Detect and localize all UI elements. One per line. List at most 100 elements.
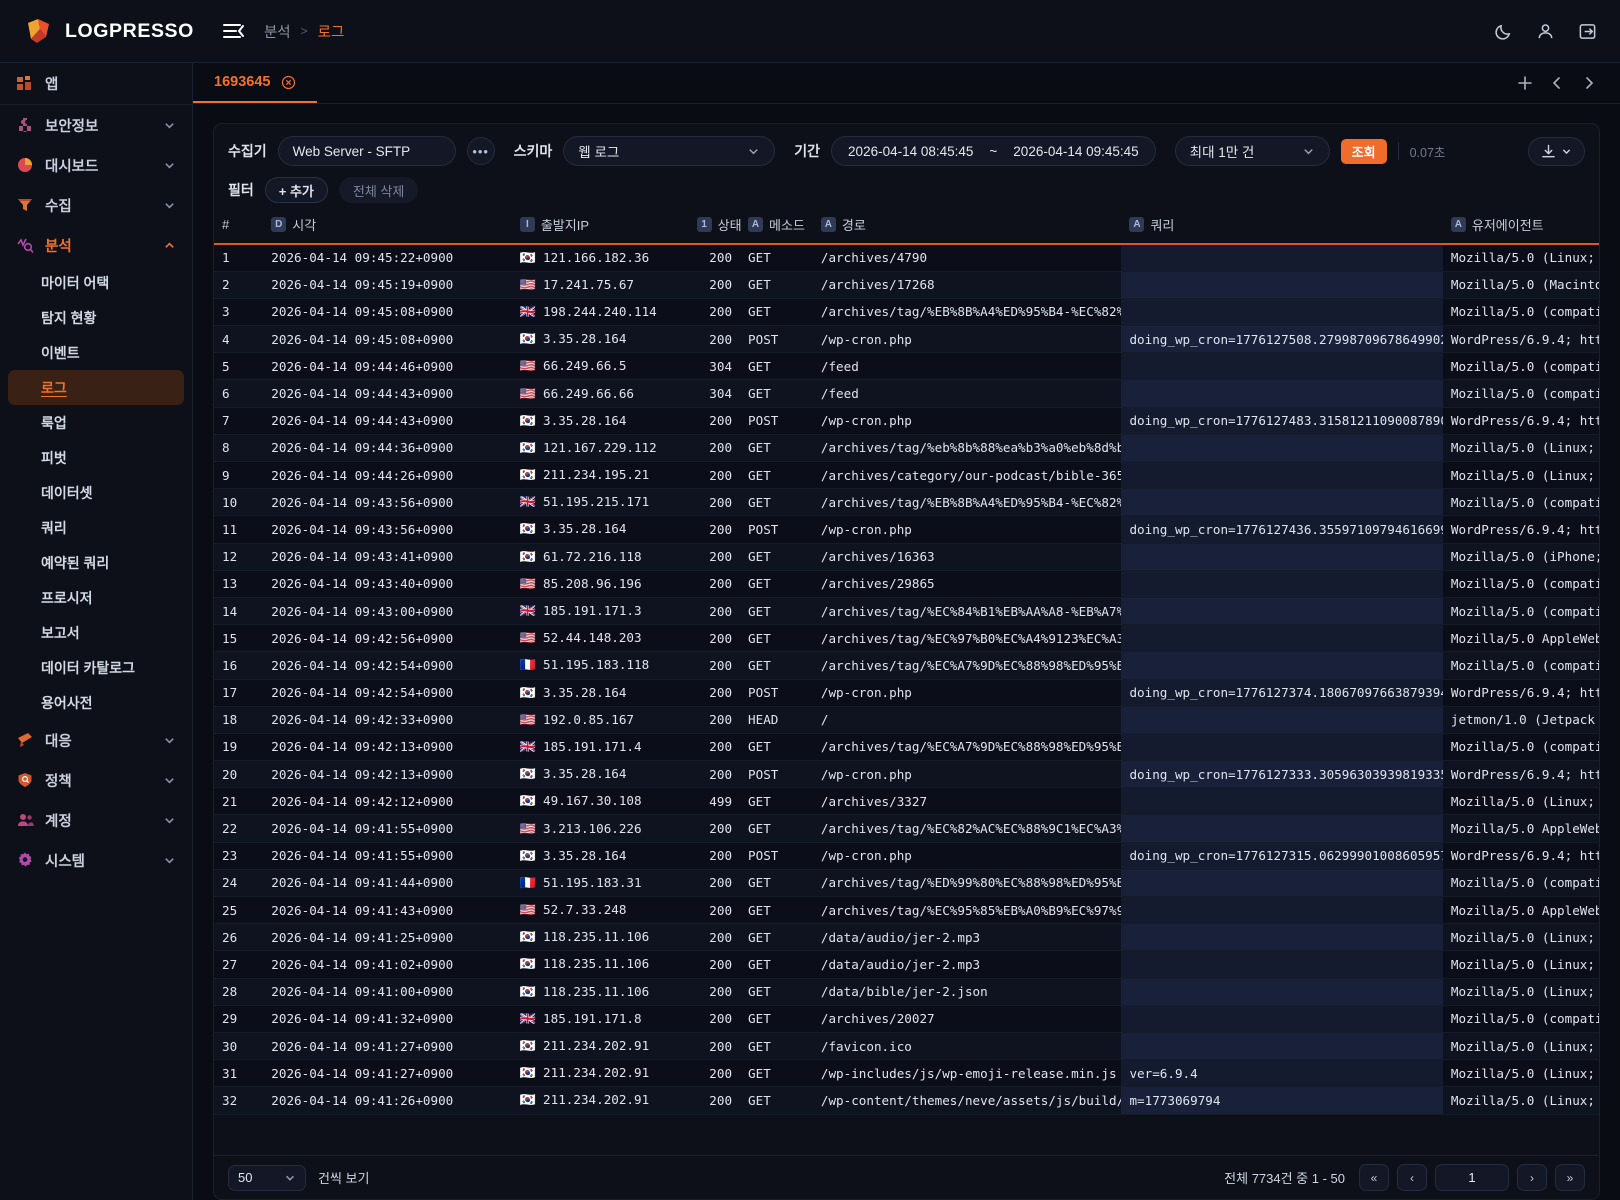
close-icon[interactable]	[281, 75, 296, 90]
sidebar-collapse-icon[interactable]	[220, 18, 246, 44]
table-row[interactable]: 25 2026-04-14 09:41:43+0900 🇺🇸 52.7.33.248 2…	[214, 896, 1599, 925]
logout-icon[interactable]	[1576, 20, 1598, 42]
result-limit-select[interactable]: 최대 1만 건	[1174, 136, 1330, 166]
sidebar-group-response[interactable]: 대응	[0, 720, 192, 760]
cell-path: /archives/tag/%EC%84%B1%EB%AA%A8-%EB%A7%…	[812, 597, 1122, 626]
table-row[interactable]: 30 2026-04-14 09:41:27+0900 🇰🇷 211.234.202.…	[214, 1032, 1599, 1061]
table-row[interactable]: 21 2026-04-14 09:42:12+0900 🇰🇷 49.167.30.10…	[214, 787, 1599, 816]
add-tab-button[interactable]	[1516, 74, 1534, 92]
sidebar-item-log[interactable]: 로그	[8, 370, 184, 405]
table-row[interactable]: 19 2026-04-14 09:42:13+0900 🇬🇧 185.191.171.…	[214, 733, 1599, 762]
sidebar-group-collection[interactable]: 수집	[0, 185, 192, 225]
table-row[interactable]: 5 2026-04-14 09:44:46+0900 🇺🇸 66.249.66.5 30…	[214, 352, 1599, 381]
table-row[interactable]: 18 2026-04-14 09:42:33+0900 🇺🇸 192.0.85.167…	[214, 706, 1599, 734]
pagination-prev-button[interactable]: ‹	[1397, 1164, 1427, 1191]
table-row[interactable]: 31 2026-04-14 09:41:27+0900 🇰🇷 211.234.202.…	[214, 1059, 1599, 1088]
table-row[interactable]: 20 2026-04-14 09:42:13+0900 🇰🇷 3.35.28.164 2…	[214, 760, 1599, 789]
schema-value: 웹 로그	[578, 145, 620, 160]
sidebar-group-policy[interactable]: 정책	[0, 760, 192, 800]
sidebar-item-lookup[interactable]: 룩업	[0, 405, 192, 440]
cell-path: /	[812, 706, 1122, 734]
collector-value: Web Server - SFTP	[292, 143, 411, 159]
table-row[interactable]: 2 2026-04-14 09:45:19+0900 🇺🇸 17.241.75.67 2…	[214, 271, 1599, 299]
table-row[interactable]: 16 2026-04-14 09:42:54+0900 🇫🇷 51.195.183.1…	[214, 651, 1599, 680]
column-header-query[interactable]: A 쿼리	[1121, 215, 1443, 245]
table-row[interactable]: 10 2026-04-14 09:43:56+0900 🇬🇧 51.195.215.1…	[214, 488, 1599, 517]
sidebar-item-label: 분석	[45, 238, 72, 255]
column-header-num[interactable]: #	[214, 215, 264, 245]
column-header-time[interactable]: D 시각	[263, 215, 512, 245]
column-header-user-agent[interactable]: A 유저에이전트	[1442, 215, 1599, 245]
table-row[interactable]: 17 2026-04-14 09:42:54+0900 🇰🇷 3.35.28.164 2…	[214, 679, 1599, 707]
sidebar-item-mitre-attack[interactable]: 마이터 어택	[0, 265, 192, 300]
table-row[interactable]: 23 2026-04-14 09:41:55+0900 🇰🇷 3.35.28.164 2…	[214, 842, 1599, 870]
filter-add-button[interactable]: + 추가	[264, 177, 328, 203]
table-row[interactable]: 24 2026-04-14 09:41:44+0900 🇫🇷 51.195.183.3…	[214, 869, 1599, 898]
table-row[interactable]: 6 2026-04-14 09:44:43+0900 🇺🇸 66.249.66.66 3…	[214, 379, 1599, 408]
log-table-scroll[interactable]: # D 시각 I 출발지IP 1 상태	[214, 215, 1599, 1155]
sidebar-item-data-catalog[interactable]: 데이터 카탈로그	[0, 650, 192, 685]
tab-scroll-next-button[interactable]	[1580, 74, 1598, 92]
table-row[interactable]: 28 2026-04-14 09:41:00+0900 🇰🇷 118.235.11.1…	[214, 978, 1599, 1006]
collector-select[interactable]: Web Server - SFTP	[277, 136, 456, 166]
sidebar-item-apps[interactable]: 앱	[0, 63, 192, 105]
page-size-select[interactable]: 50	[228, 1164, 306, 1191]
cell-source-ip: 🇺🇸 66.249.66.66	[511, 379, 689, 408]
sidebar-item-pivot[interactable]: 피벗	[0, 440, 192, 475]
pagination-current-page-input[interactable]: 1	[1435, 1164, 1509, 1191]
pagination-next-button[interactable]: ›	[1517, 1164, 1547, 1191]
table-row[interactable]: 15 2026-04-14 09:42:56+0900 🇺🇸 52.44.148.20…	[214, 624, 1599, 653]
cell-time: 2026-04-14 09:43:41+0900	[263, 543, 512, 571]
sidebar-group-security-info[interactable]: 보안정보	[0, 105, 192, 145]
sidebar-item-glossary[interactable]: 용어사전	[0, 685, 192, 720]
sidebar-item-scheduled-query[interactable]: 예약된 쿼리	[0, 545, 192, 580]
table-row[interactable]: 14 2026-04-14 09:43:00+0900 🇬🇧 185.191.171.…	[214, 597, 1599, 626]
sidebar-item-event[interactable]: 이벤트	[0, 335, 192, 370]
table-row[interactable]: 8 2026-04-14 09:44:36+0900 🇰🇷 121.167.229.1…	[214, 434, 1599, 463]
column-header-method[interactable]: A 메소드	[740, 215, 813, 245]
sidebar-group-dashboard[interactable]: 대시보드	[0, 145, 192, 185]
sidebar-item-procedure[interactable]: 프로시저	[0, 580, 192, 615]
cell-num: 8	[214, 434, 264, 463]
table-row[interactable]: 11 2026-04-14 09:43:56+0900 🇰🇷 3.35.28.164 2…	[214, 515, 1599, 544]
breadcrumb-item-0[interactable]: 분석	[263, 24, 291, 41]
table-row[interactable]: 3 2026-04-14 09:45:08+0900 🇬🇧 198.244.240.1…	[214, 298, 1599, 327]
schema-select[interactable]: 웹 로그	[563, 136, 776, 166]
table-row[interactable]: 12 2026-04-14 09:43:41+0900 🇰🇷 61.72.216.11…	[214, 543, 1599, 571]
sidebar-group-system[interactable]: 시스템	[0, 840, 192, 880]
table-row[interactable]: 9 2026-04-14 09:44:26+0900 🇰🇷 211.234.195.2…	[214, 461, 1599, 490]
user-account-icon[interactable]	[1534, 20, 1556, 42]
column-header-status[interactable]: 1 상태	[688, 215, 742, 245]
table-row[interactable]: 32 2026-04-14 09:41:26+0900 🇰🇷 211.234.202.…	[214, 1086, 1599, 1115]
tab-1693645[interactable]: 1693645	[193, 63, 318, 103]
table-row[interactable]: 27 2026-04-14 09:41:02+0900 🇰🇷 118.235.11.1…	[214, 950, 1599, 979]
pagination-last-button[interactable]: »	[1555, 1164, 1585, 1191]
filter-clear-all-button[interactable]: 전체 삭제	[338, 177, 419, 203]
tab-scroll-prev-button[interactable]	[1548, 74, 1566, 92]
sidebar-group-analysis[interactable]: 분석	[0, 225, 192, 265]
table-row[interactable]: 4 2026-04-14 09:45:08+0900 🇰🇷 3.35.28.164 20…	[214, 325, 1599, 354]
table-row[interactable]: 22 2026-04-14 09:41:55+0900 🇺🇸 3.213.106.22…	[214, 814, 1599, 843]
sidebar-group-account[interactable]: 계정	[0, 800, 192, 840]
sidebar-item-dataset[interactable]: 데이터셋	[0, 475, 192, 510]
pagination-first-button[interactable]: «	[1359, 1164, 1389, 1191]
table-row[interactable]: 1 2026-04-14 09:45:22+0900 🇰🇷 121.166.182.3…	[214, 244, 1599, 272]
table-row[interactable]: 7 2026-04-14 09:44:43+0900 🇰🇷 3.35.28.164 20…	[214, 407, 1599, 435]
column-header-source-ip[interactable]: I 출발지IP	[511, 215, 689, 245]
table-row[interactable]: 13 2026-04-14 09:43:40+0900 🇺🇸 85.208.96.19…	[214, 570, 1599, 598]
collector-more-button[interactable]: •••	[466, 137, 495, 165]
country-flag-icon: 🇰🇷	[519, 984, 537, 1000]
sidebar-item-detection-status[interactable]: 탐지 현황	[0, 300, 192, 335]
sidebar-item-report[interactable]: 보고서	[0, 615, 192, 650]
download-button[interactable]	[1528, 136, 1585, 166]
search-button[interactable]: 조회	[1340, 138, 1387, 164]
table-row[interactable]: 26 2026-04-14 09:41:25+0900 🇰🇷 118.235.11.1…	[214, 923, 1599, 952]
cell-user-agent: Mozilla/5.0 (Linux; Ar	[1442, 923, 1599, 952]
dark-mode-icon[interactable]	[1492, 20, 1514, 42]
table-row[interactable]: 29 2026-04-14 09:41:32+0900 🇬🇧 185.191.171.…	[214, 1005, 1599, 1033]
period-range-input[interactable]: 2026-04-14 08:45:45 ~ 2026-04-14 09:45:4…	[831, 136, 1156, 166]
chevron-down-icon	[1561, 146, 1572, 157]
sidebar-item-query[interactable]: 쿼리	[0, 510, 192, 545]
column-header-path[interactable]: A 경로	[812, 215, 1122, 245]
breadcrumb-item-1[interactable]: 로그	[317, 24, 345, 41]
